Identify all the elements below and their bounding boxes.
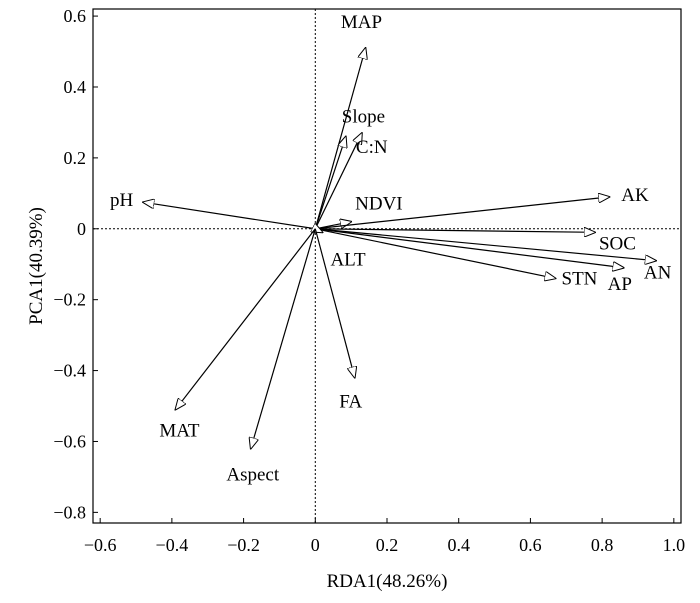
y-tick-label: −0.2 — [53, 290, 86, 310]
vector-an — [315, 228, 656, 261]
x-tick-label: 0.2 — [376, 535, 399, 555]
y-tick-label: −0.6 — [53, 431, 86, 451]
plot-frame — [92, 8, 682, 524]
vector-mat — [175, 228, 316, 410]
y-tick-label: −0.8 — [53, 502, 86, 522]
x-tick-label: 1.0 — [663, 535, 686, 555]
vector-alt — [315, 229, 322, 233]
vector-c-n — [314, 133, 362, 230]
x-tick-label: 0.6 — [519, 535, 542, 555]
loading-vectors: MAP Slope C:N NDVI pH AK SOC AN AP STN ALT FA MAT Asp… — [110, 12, 672, 486]
x-tick-label: −0.6 — [84, 535, 117, 555]
vector-ph — [143, 202, 316, 230]
vector-aspect — [251, 228, 316, 449]
vector-label-map: MAP — [341, 12, 382, 33]
vector-label-slope: Slope — [342, 107, 385, 128]
vector-stn — [315, 228, 555, 279]
vector-label-fa: FA — [339, 392, 362, 413]
x-axis-title: RDA1(48.26%) — [327, 571, 448, 592]
vector-label-ph: pH — [110, 190, 134, 211]
vector-label-an: AN — [644, 263, 672, 284]
vector-label-ap: AP — [608, 274, 632, 295]
vector-ap — [315, 228, 623, 268]
x-tick-label: 0.8 — [591, 535, 614, 555]
vector-label-mat: MAT — [159, 421, 200, 442]
x-tick-label: 0.4 — [447, 535, 470, 555]
x-tick-label: −0.2 — [227, 535, 260, 555]
x-tick-label: 0 — [311, 535, 320, 555]
vector-ak — [315, 197, 609, 230]
vector-label-c-n: C:N — [356, 137, 388, 158]
y-tick-label: 0.6 — [64, 6, 87, 26]
vector-label-stn: STN — [562, 268, 598, 289]
vector-fa — [314, 228, 354, 378]
y-axis-ticks: 0.6 0.4 0.2 0 −0.2 −0.4 −0.6 −0.8 — [53, 6, 98, 522]
y-tick-label: 0.2 — [64, 148, 87, 168]
y-tick-label: 0 — [77, 219, 86, 239]
vector-label-ak: AK — [621, 185, 649, 206]
vector-label-ndvi: NDVI — [355, 194, 403, 215]
x-tick-label: −0.4 — [156, 535, 189, 555]
vector-label-aspect: Aspect — [226, 465, 279, 486]
y-axis-title: PCA1(40.39%) — [26, 207, 47, 325]
vector-slope — [314, 137, 345, 229]
y-tick-label: −0.4 — [53, 361, 86, 381]
y-tick-label: 0.4 — [64, 77, 87, 97]
x-axis-ticks: −0.6 −0.4 −0.2 0 0.2 0.4 0.6 0.8 1.0 — [84, 518, 685, 555]
vector-label-soc: SOC — [599, 233, 636, 254]
vector-label-alt: ALT — [330, 249, 366, 270]
vector-soc — [315, 229, 595, 233]
